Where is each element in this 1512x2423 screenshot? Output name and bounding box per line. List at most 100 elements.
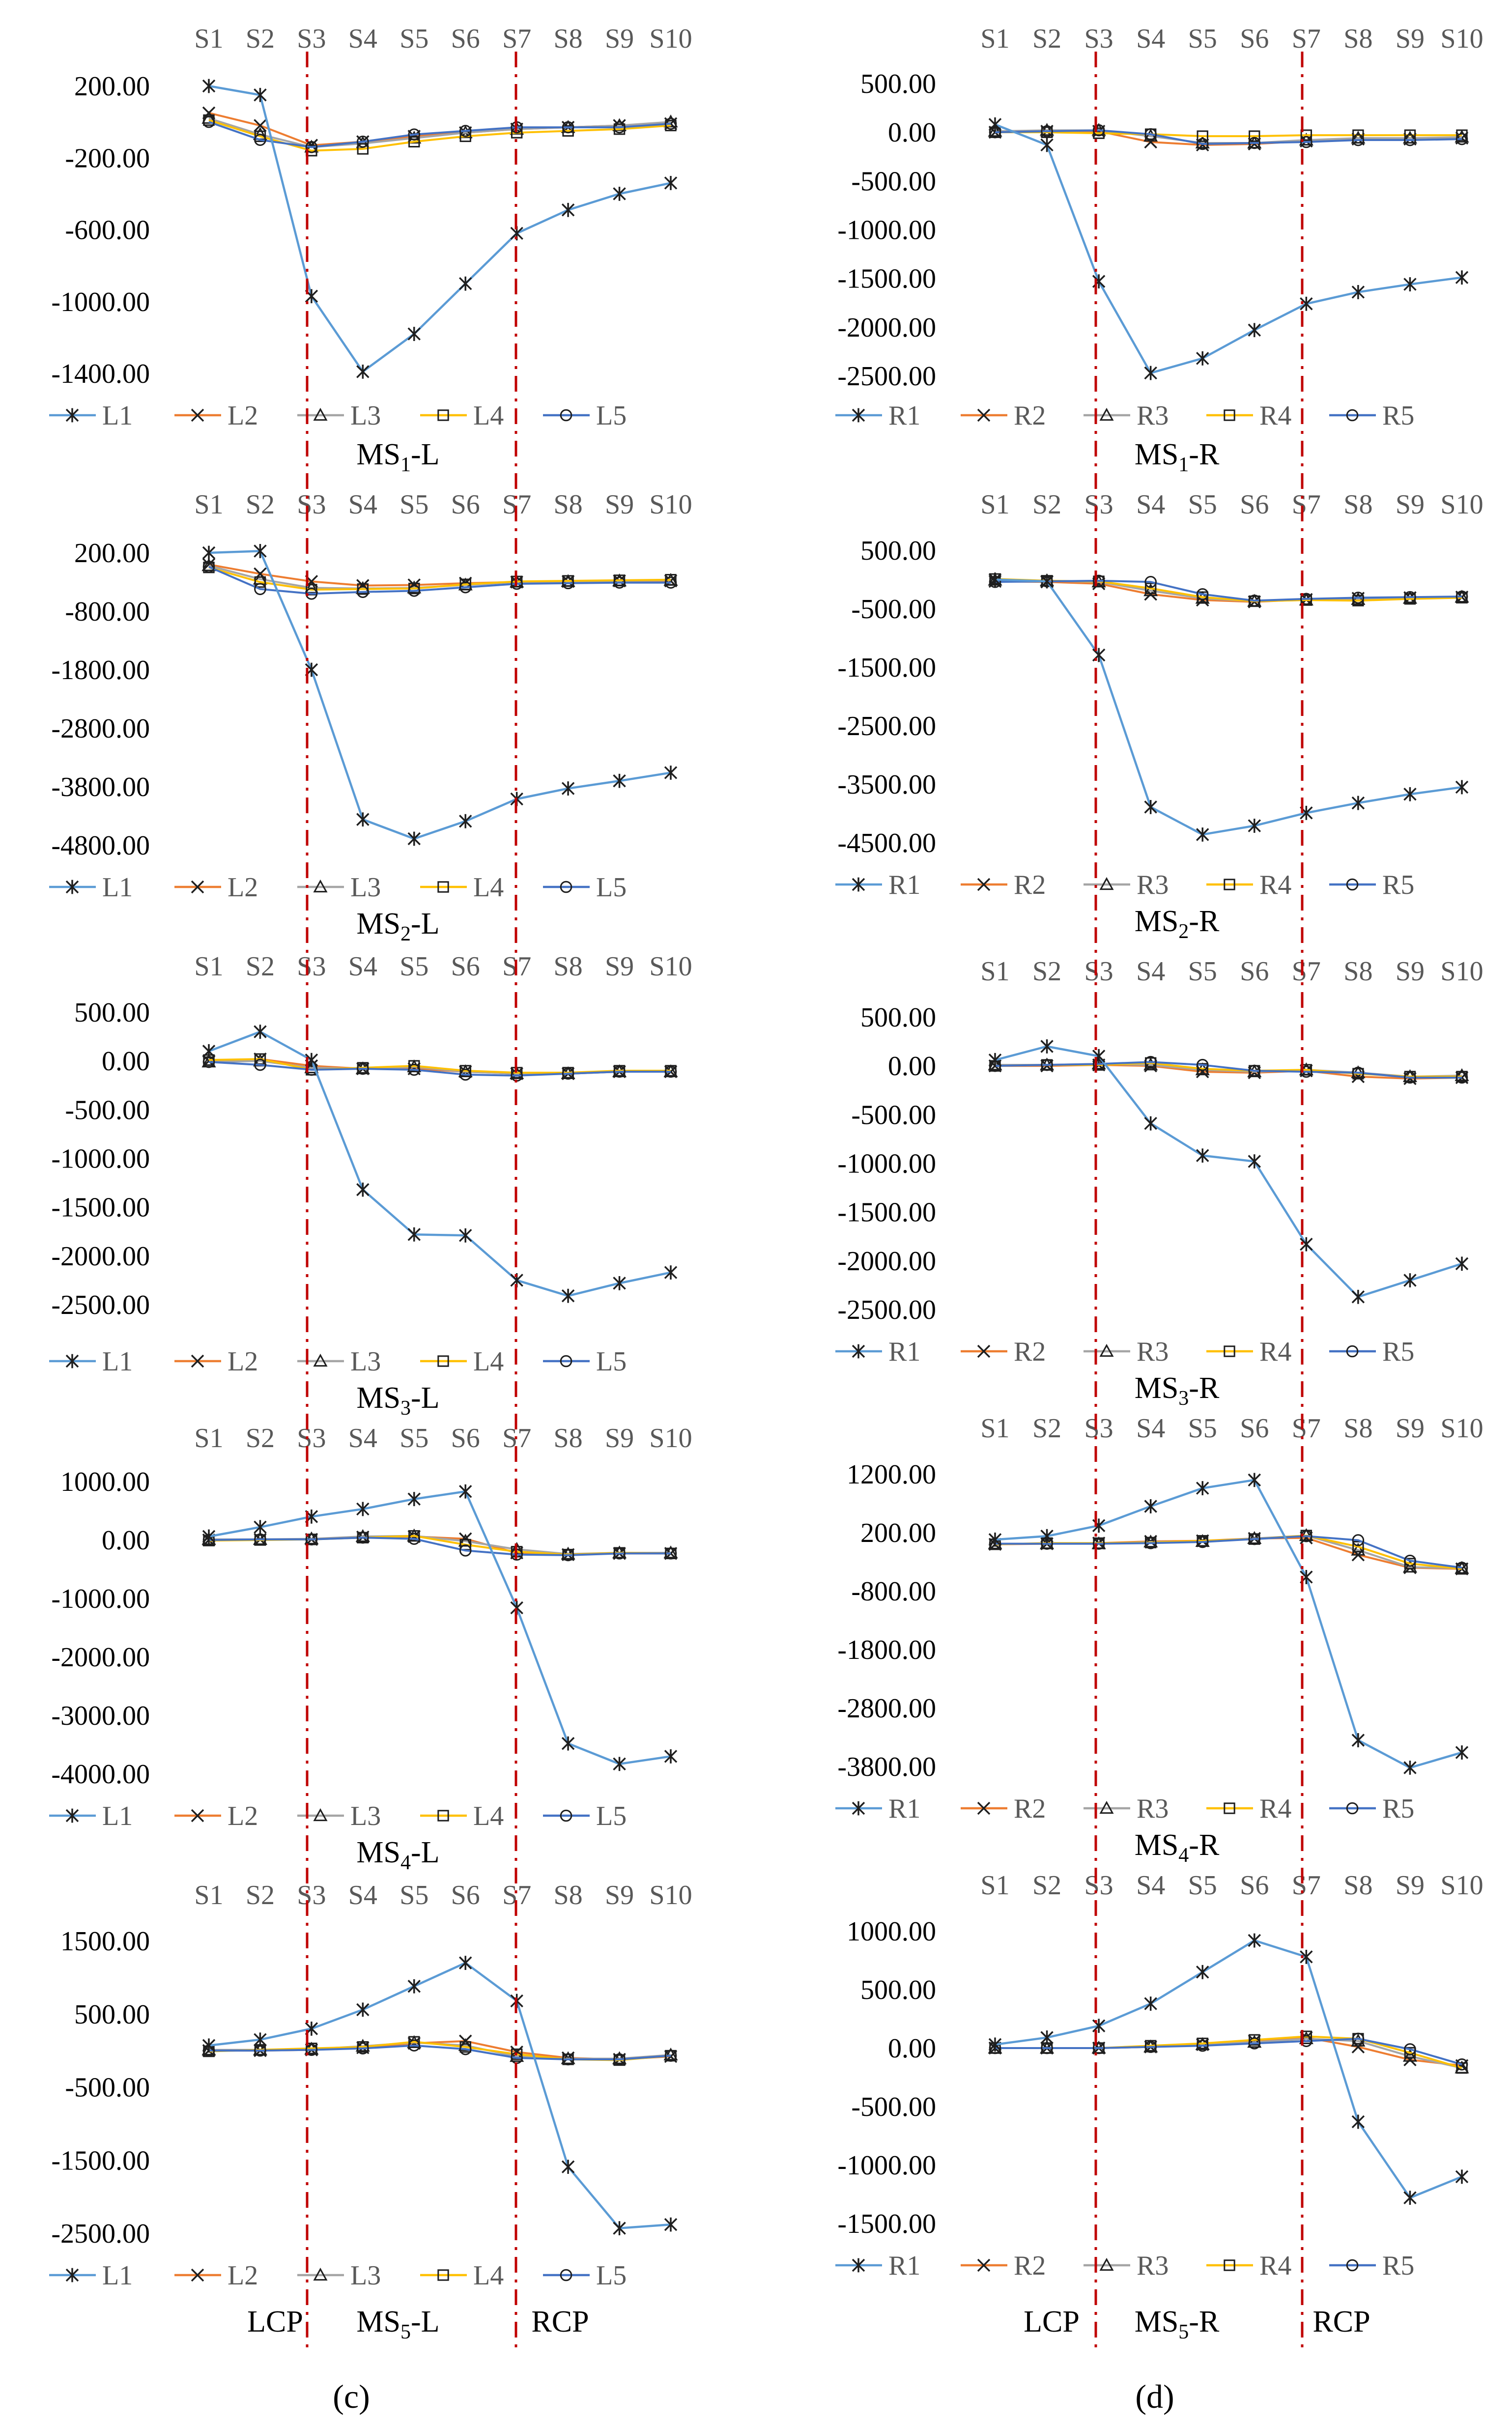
category-label: S7 (1292, 956, 1321, 987)
series-line-l5 (208, 1537, 671, 1556)
data-point-l5 (459, 581, 472, 594)
category-label: S6 (451, 1880, 480, 1910)
series-line-r5 (995, 1535, 1462, 1569)
data-point-r5 (1196, 1536, 1209, 1548)
category-label: S9 (1396, 489, 1425, 520)
category-label: S8 (1343, 24, 1372, 54)
data-point-l5 (562, 2053, 574, 2066)
data-point-r4 (1456, 129, 1468, 141)
category-label: S1 (980, 489, 1009, 520)
data-point-r1 (988, 2037, 1002, 2052)
data-point-l4 (254, 130, 266, 143)
y-tick-label: -3500.00 (837, 770, 936, 800)
category-label: S9 (605, 24, 634, 54)
y-tick-label: 200.00 (74, 538, 150, 569)
y-tick-label: -3800.00 (51, 772, 150, 802)
data-point-l5 (408, 585, 421, 597)
y-tick-label: -1500.00 (837, 1197, 936, 1228)
data-point-r1 (988, 1532, 1002, 1547)
data-point-r5 (1352, 592, 1365, 604)
y-tick-label: -2500.00 (51, 2219, 150, 2249)
data-point-l1 (407, 831, 421, 846)
category-label: S6 (1240, 1413, 1269, 1444)
data-point-r1 (1196, 827, 1209, 842)
data-point-l5 (664, 576, 677, 589)
data-point-r5 (1144, 575, 1157, 588)
chart-ms5l: S1 S2 S3 S4 S5 S6 S7 S8 S9 S101500.00500.00-500.0… (49, 1880, 692, 2343)
y-tick-label: -4800.00 (51, 830, 150, 861)
data-point-r3 (1402, 1560, 1417, 1573)
category-label: S4 (348, 1880, 377, 1910)
data-point-r1 (1248, 1933, 1261, 1948)
category-label: S6 (451, 489, 480, 520)
legend-label-r3: R3 (1137, 1337, 1169, 1367)
legend-label-l5: L5 (596, 2260, 627, 2291)
data-point-l3 (612, 2051, 627, 2064)
data-point-l1 (202, 2038, 216, 2053)
data-point-r3 (988, 1057, 1002, 1071)
legend-marker-l4 (437, 1810, 449, 1822)
category-label: S3 (297, 1880, 326, 1910)
data-point-l5 (613, 576, 626, 589)
data-point-l1 (664, 766, 678, 780)
data-point-r5 (1092, 124, 1105, 137)
y-tick-label: -500.00 (851, 1100, 936, 1130)
legend-marker-r3 (1099, 1800, 1114, 1814)
data-point-l1 (458, 276, 472, 291)
category-label: S8 (1343, 1870, 1372, 1901)
legend-label-l4: L4 (473, 872, 504, 903)
data-point-l5 (562, 577, 574, 590)
data-point-l4 (357, 143, 369, 155)
legend-marker-l2 (191, 1354, 204, 1368)
y-tick-label: -2500.00 (837, 711, 936, 741)
data-point-r1 (1196, 1965, 1209, 1979)
data-point-l1 (254, 544, 267, 558)
data-point-r1 (1403, 1273, 1417, 1287)
category-label: S1 (194, 489, 223, 520)
lcp-label-left: LCP (247, 2305, 303, 2338)
legend-label-l3: L3 (350, 400, 381, 431)
chart-title: MS5-R (1135, 2305, 1220, 2343)
legend-label-r1: R1 (888, 1337, 920, 1367)
y-tick-label: -500.00 (65, 2073, 150, 2103)
y-tick-label: -600.00 (65, 215, 150, 246)
y-tick-label: 1000.00 (847, 1916, 936, 1947)
category-label: S8 (554, 1423, 583, 1454)
legend-label-r4: R4 (1259, 1794, 1291, 1824)
chart-title: MS1-L (356, 438, 439, 476)
legend-label-r1: R1 (888, 2251, 920, 2281)
legend-label-r4: R4 (1259, 2251, 1291, 2281)
category-label: S4 (1136, 1413, 1165, 1444)
category-label: S9 (605, 951, 634, 982)
category-label: S2 (1032, 24, 1061, 54)
category-label: S8 (1343, 1413, 1372, 1444)
chart-title: MS4-L (356, 1836, 439, 1874)
legend-marker-l1 (65, 1808, 79, 1823)
legend-marker-r1 (852, 408, 865, 423)
data-point-r1 (1455, 270, 1469, 285)
legend-label-r5: R5 (1382, 400, 1414, 431)
legend-label-r3: R3 (1137, 400, 1169, 431)
y-tick-label: -1400.00 (51, 359, 150, 389)
category-label: S4 (348, 489, 377, 520)
y-tick-label: 200.00 (74, 71, 150, 102)
y-tick-label: -2800.00 (837, 1693, 936, 1724)
series-line-r5 (995, 129, 1462, 145)
data-point-l1 (664, 2217, 678, 2232)
data-point-l5 (202, 115, 215, 128)
y-tick-label: -1500.00 (51, 1193, 150, 1223)
category-label: S1 (980, 956, 1009, 987)
data-point-l1 (613, 1757, 626, 1771)
data-point-r5 (1455, 2058, 1468, 2071)
data-point-r1 (1040, 1039, 1054, 1054)
data-point-l4 (459, 1065, 471, 1077)
y-tick-label: -500.00 (851, 166, 936, 197)
y-tick-label: -500.00 (851, 2092, 936, 2122)
data-point-r5 (1144, 1055, 1157, 1068)
legend-marker-l4 (437, 409, 449, 421)
series-line-r1 (995, 1045, 1462, 1298)
category-label: S6 (451, 1423, 480, 1454)
data-point-r5 (1144, 1537, 1157, 1549)
y-tick-label: -1000.00 (51, 1144, 150, 1174)
